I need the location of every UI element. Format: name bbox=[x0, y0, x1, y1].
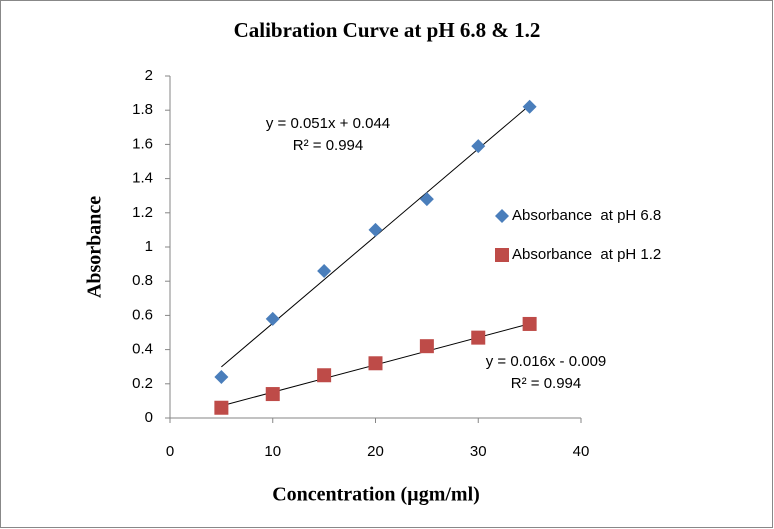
marker bbox=[522, 316, 537, 331]
marker bbox=[368, 222, 383, 237]
marker bbox=[214, 400, 229, 415]
x-tick-label: 30 bbox=[470, 443, 487, 460]
marker bbox=[214, 369, 229, 384]
marker bbox=[419, 339, 434, 354]
marker bbox=[317, 263, 332, 278]
trendline-r2: R² = 0.994 bbox=[511, 375, 581, 392]
marker bbox=[368, 356, 383, 371]
x-tick-label: 40 bbox=[573, 443, 590, 460]
marker bbox=[471, 139, 486, 154]
chart-title: Calibration Curve at pH 6.8 & 1.2 bbox=[234, 18, 541, 42]
x-tick-label: 10 bbox=[264, 443, 281, 460]
legend-label: Absorbance at pH 6.8 bbox=[512, 207, 661, 224]
y-tick-label: 1.2 bbox=[132, 204, 153, 221]
y-tick-label: 0.4 bbox=[132, 341, 153, 358]
y-tick-label: 1.6 bbox=[132, 135, 153, 152]
marker bbox=[317, 368, 332, 383]
trendline-equation: y = 0.051x + 0.044 bbox=[266, 115, 390, 132]
marker bbox=[265, 387, 280, 402]
y-tick-label: 1.8 bbox=[132, 101, 153, 118]
y-tick-label: 0.6 bbox=[132, 306, 153, 323]
legend-label: Absorbance at pH 1.2 bbox=[512, 246, 661, 263]
legend-marker bbox=[495, 209, 509, 223]
marker bbox=[419, 192, 434, 207]
y-tick-label: 0.8 bbox=[132, 272, 153, 289]
y-tick-label: 1 bbox=[145, 238, 153, 255]
legend-marker bbox=[495, 248, 509, 262]
y-axis-title: Absorbance bbox=[84, 196, 106, 298]
trendline-equation: y = 0.016x - 0.009 bbox=[486, 353, 607, 370]
y-tick-label: 0 bbox=[145, 409, 153, 426]
y-tick-label: 1.4 bbox=[132, 170, 153, 187]
marker bbox=[471, 330, 486, 345]
y-tick-label: 2 bbox=[145, 67, 153, 84]
y-tick-label: 0.2 bbox=[132, 375, 153, 392]
x-axis-title: Concentration (µgm/ml) bbox=[272, 484, 480, 506]
x-tick-label: 0 bbox=[166, 443, 174, 460]
marker bbox=[265, 311, 280, 326]
x-tick-label: 20 bbox=[367, 443, 384, 460]
marker bbox=[522, 99, 537, 114]
trendline-r2: R² = 0.994 bbox=[293, 137, 363, 154]
